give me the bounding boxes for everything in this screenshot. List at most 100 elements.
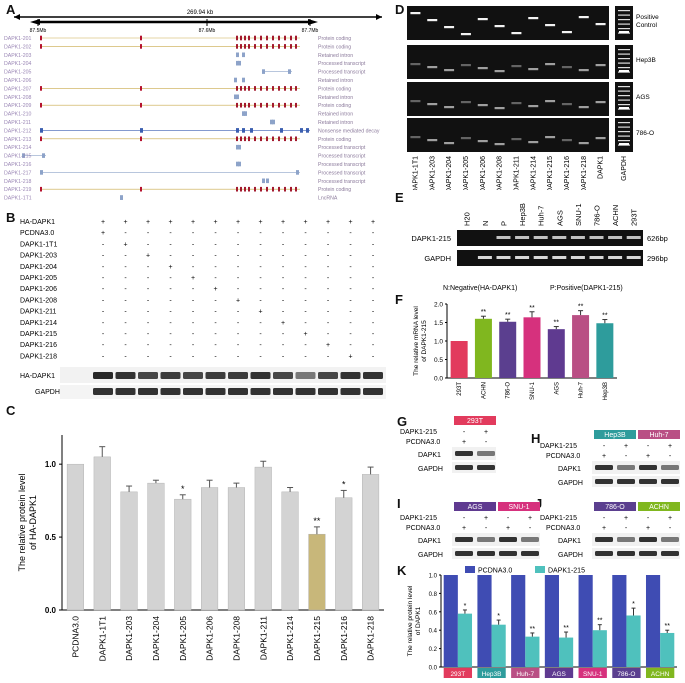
panel-b-sign: - <box>372 253 375 260</box>
exon-mark <box>240 136 242 142</box>
panel-b-sign: - <box>259 264 262 271</box>
panel-b-sign: - <box>327 353 330 360</box>
f-xtick-label: ACHN <box>481 382 487 399</box>
c-xtick-label: DAPK1-205 <box>178 616 188 661</box>
transcript-type: Retained intron <box>318 53 353 59</box>
exon-mark <box>140 35 142 41</box>
panel-label-d: D <box>395 2 405 17</box>
j-cell-badge <box>638 502 680 511</box>
j-sign: + <box>624 515 628 522</box>
exon-mark <box>40 35 42 41</box>
k-sig: * <box>497 613 500 620</box>
exon-mark <box>242 128 245 133</box>
panel-b-sign: - <box>282 264 285 271</box>
transcript-type: Retained intron <box>318 95 353 101</box>
g-sign: + <box>484 429 488 436</box>
exon-mark <box>140 136 142 142</box>
f-ytick-label: 0.5 <box>434 357 443 364</box>
k-category-badge <box>477 668 506 678</box>
e-band <box>570 236 585 239</box>
d-band <box>511 138 522 141</box>
j-gapdh-band <box>595 551 613 556</box>
d-band <box>578 69 589 72</box>
d-band <box>427 103 438 106</box>
d-ladder-band <box>618 104 630 106</box>
panel-b-western: HA-DAPK1 + + + + + + + + + + + + + PCDNA3.0 + - - - - - - - - - -… <box>20 219 386 399</box>
d-band <box>511 65 522 68</box>
exon-mark <box>40 86 42 91</box>
panel-b-sign: - <box>169 309 172 316</box>
d-ladder-band <box>618 58 630 60</box>
panel-label-e: E <box>395 190 404 205</box>
exon-mark <box>248 186 250 192</box>
exon-mark <box>266 35 268 41</box>
f-xtick-label: 293T <box>457 382 463 396</box>
ha-dapk1-band <box>138 372 158 379</box>
panel-b-sign: - <box>169 275 172 282</box>
panel-b-sign: - <box>349 320 352 327</box>
d-lane-label: DAPK1-203 <box>429 156 436 190</box>
h-blot1: DAPK1 <box>558 466 581 473</box>
c-xtick-label: DAPK1-208 <box>231 616 241 661</box>
d-band <box>545 24 556 27</box>
d-lane-label: DAPK1-211 <box>513 156 520 190</box>
panel-b-sign: + <box>258 219 262 226</box>
exon-mark <box>260 102 262 108</box>
transcript-type: Protein coding <box>318 36 351 42</box>
panel-b-sign: - <box>102 253 105 260</box>
transcript-name: DAPK1-216 <box>4 162 32 168</box>
g-sign: - <box>485 439 488 446</box>
d-lane-label: DAPK1-215 <box>547 156 554 190</box>
d-row-label: 786-O <box>636 130 654 137</box>
d-band <box>410 136 421 139</box>
exon-mark <box>284 136 286 142</box>
d-lane-label: DAPK1-216 <box>564 156 571 190</box>
panel-b-sign: + <box>236 219 240 226</box>
exon-mark <box>236 136 238 142</box>
h-sign: + <box>602 453 606 460</box>
exon-mark <box>244 186 246 192</box>
i-sign: + <box>484 515 488 522</box>
exon-mark <box>140 102 142 108</box>
f-xtick-label: 786-O <box>506 382 512 399</box>
i-sign: - <box>529 525 532 532</box>
gapdh-band <box>318 388 338 395</box>
f-ytick-label: 1.0 <box>434 339 443 346</box>
panel-b-sign: - <box>169 320 172 327</box>
k-ytick-label: 1.0 <box>429 574 438 580</box>
gapdh-band <box>138 388 158 395</box>
panel-b-sign: - <box>192 264 195 271</box>
d-gapdh-band <box>619 143 629 145</box>
panel-b-sign: - <box>192 309 195 316</box>
d-lane-label: DAPK1-218 <box>581 156 588 190</box>
panel-b-sign: - <box>349 241 352 248</box>
j-sign: + <box>646 525 650 532</box>
g-blot2: GAPDH <box>418 466 443 473</box>
exon-mark <box>254 102 256 108</box>
panel-b-sign: - <box>259 253 262 260</box>
exon-mark <box>260 86 262 91</box>
k-legend-swatch <box>535 566 545 573</box>
d-row-label: Positive <box>636 14 659 21</box>
exon-mark <box>40 102 42 108</box>
panel-b-sign: + <box>281 219 285 226</box>
i-sign: + <box>528 515 532 522</box>
panel-b-sign: - <box>237 331 240 338</box>
exon-mark <box>278 86 280 91</box>
panel-e-note-p: P:Positive(DAPK1-215) <box>550 285 623 292</box>
d-band <box>494 25 505 28</box>
panel-b-sign: + <box>258 309 262 316</box>
h-blot2: GAPDH <box>558 480 583 487</box>
j-gapdh-band <box>639 551 657 556</box>
f-sig: ** <box>578 304 584 311</box>
k-ylabel: The relative protein levelof DAPK1 <box>407 585 422 656</box>
panel-b-sign: + <box>191 275 195 282</box>
h-row2: PCDNA3.0 <box>546 453 580 460</box>
panel-b-sign: - <box>214 264 217 271</box>
panel-b-sign: - <box>192 297 195 304</box>
panel-b-sign: - <box>304 253 307 260</box>
exon-mark <box>236 86 238 91</box>
d-gapdh-band <box>619 31 629 33</box>
panel-b-sign: - <box>327 331 330 338</box>
d-band <box>444 142 455 145</box>
